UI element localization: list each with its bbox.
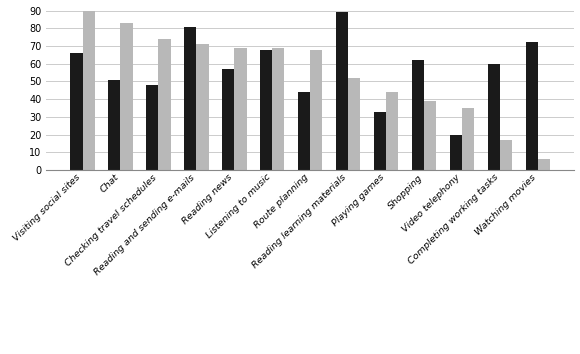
- Bar: [488, 64, 500, 170]
- Bar: [146, 85, 158, 170]
- Bar: [222, 69, 234, 170]
- Bar: [234, 48, 246, 170]
- Bar: [386, 92, 398, 170]
- Bar: [526, 42, 538, 170]
- Bar: [184, 27, 197, 170]
- Bar: [500, 140, 512, 170]
- Bar: [336, 12, 348, 170]
- Bar: [538, 159, 550, 170]
- Bar: [121, 23, 133, 170]
- Bar: [348, 78, 360, 170]
- Bar: [424, 101, 436, 170]
- Bar: [197, 44, 209, 170]
- Bar: [70, 53, 82, 170]
- Bar: [108, 80, 121, 170]
- Bar: [82, 11, 95, 170]
- Bar: [158, 39, 171, 170]
- Bar: [374, 112, 386, 170]
- Bar: [462, 108, 474, 170]
- Bar: [273, 48, 284, 170]
- Bar: [450, 135, 462, 170]
- Bar: [412, 60, 424, 170]
- Bar: [310, 50, 322, 170]
- Bar: [260, 50, 273, 170]
- Bar: [298, 92, 310, 170]
